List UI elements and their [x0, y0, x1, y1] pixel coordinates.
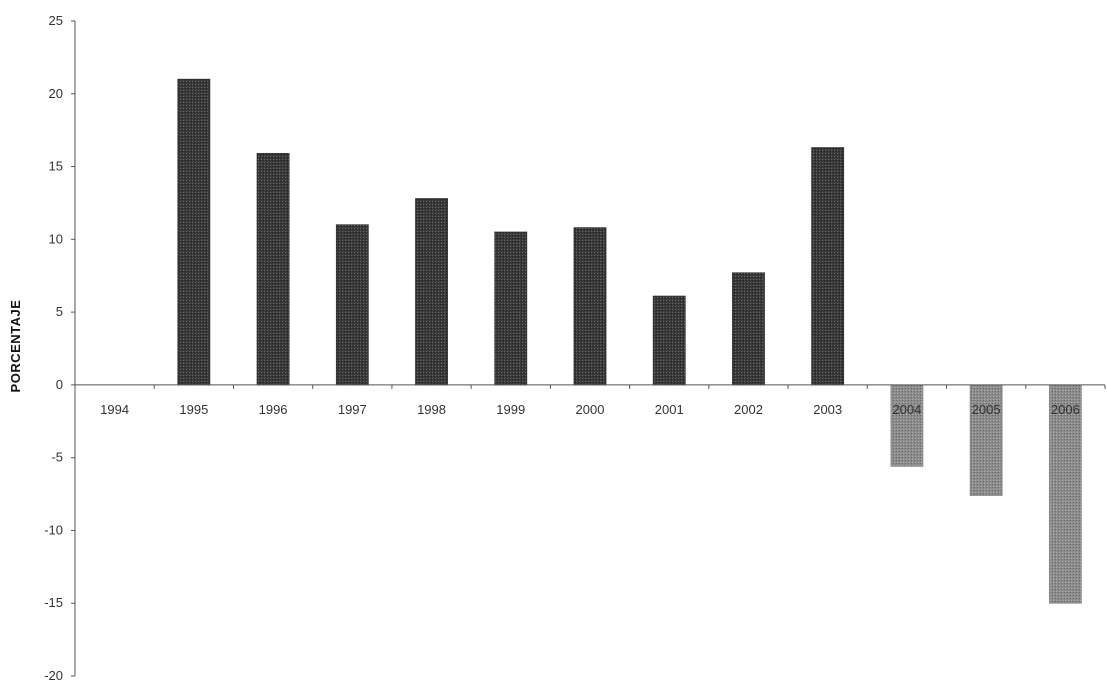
bar-1997 [335, 224, 369, 386]
bar-1996 [256, 153, 290, 386]
y-tick-label: -5 [51, 450, 63, 465]
bar-2002 [732, 272, 765, 386]
bar-2000 [573, 227, 607, 386]
x-tick-label-1995: 1995 [179, 402, 208, 417]
bars [177, 78, 1082, 604]
y-tick-label: 25 [49, 13, 63, 28]
x-tick-label-2005: 2005 [972, 402, 1001, 417]
x-axis: 1994 1995 1996 1997 1998 1999 2000 2001 2002 2003… [74, 384, 1106, 417]
bar-2003 [811, 147, 845, 386]
x-tick-label-2000: 2000 [576, 402, 605, 417]
bar-1999 [494, 231, 528, 386]
y-tick-label: -10 [44, 522, 63, 537]
x-tick-label-1999: 1999 [496, 402, 525, 417]
y-tick-label: 5 [56, 304, 63, 319]
x-tick-label-1994: 1994 [100, 402, 129, 417]
bar-1998 [415, 198, 448, 386]
x-tick-label-1998: 1998 [417, 402, 446, 417]
bar-2004 [890, 384, 924, 467]
bar-2005 [969, 384, 1003, 496]
bar-2001 [652, 295, 686, 386]
x-tick-label-2003: 2003 [813, 402, 842, 417]
x-tick-label-1996: 1996 [259, 402, 288, 417]
bar-1995 [177, 78, 211, 386]
y-tick-label: 0 [56, 377, 63, 392]
y-tick-label: 20 [49, 86, 63, 101]
x-tick-label-2004: 2004 [892, 402, 921, 417]
y-tick-label: -20 [44, 668, 63, 682]
y-axis: 25 20 15 10 5 0 -5 -10 -15 -20 [44, 13, 76, 682]
y-tick-label: -15 [44, 595, 63, 610]
y-axis-title: PORCENTAJE [8, 300, 23, 393]
x-tick-label-2006: 2006 [1051, 402, 1080, 417]
x-tick-label-1997: 1997 [338, 402, 367, 417]
x-tick-label-2001: 2001 [655, 402, 684, 417]
bar-2006 [1048, 384, 1082, 604]
y-tick-label: 15 [49, 159, 63, 174]
x-tick-label-2002: 2002 [734, 402, 763, 417]
y-tick-label: 10 [49, 231, 63, 246]
